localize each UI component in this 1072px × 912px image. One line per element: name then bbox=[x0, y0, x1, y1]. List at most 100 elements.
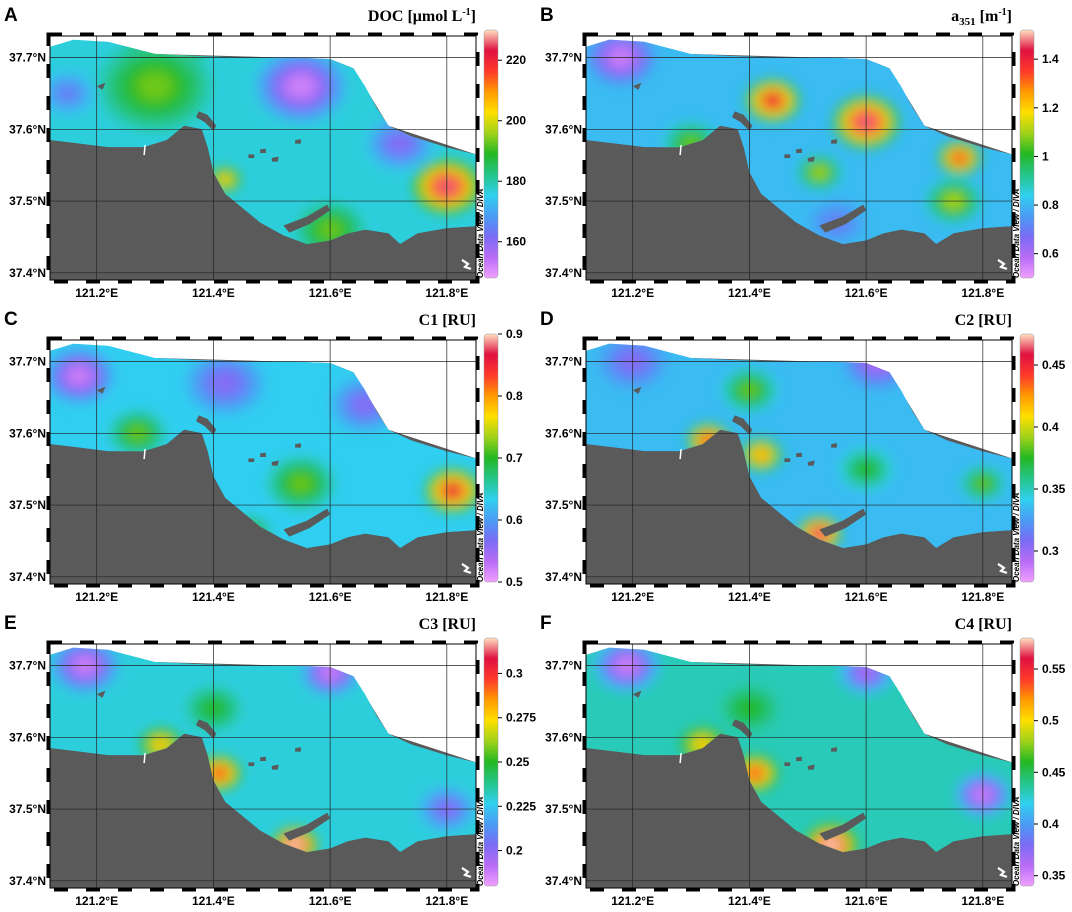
colorbar-tick-label: 0.7 bbox=[506, 451, 523, 465]
field-hotspot bbox=[212, 373, 238, 393]
plot-frame bbox=[585, 643, 1013, 889]
field-hotspot bbox=[290, 475, 312, 492]
panel-d: D C2 [RU] 121.2°E 121.4°E 121.6°E 121.8°E 37.4… bbox=[540, 309, 1066, 604]
colorbar-tick-label: 0.275 bbox=[506, 711, 536, 725]
y-tick-label: 37.7°N bbox=[9, 51, 46, 65]
x-tick-label: 121.6°E bbox=[309, 590, 352, 604]
river-mouth bbox=[461, 866, 472, 878]
y-tick-label: 37.6°N bbox=[545, 122, 582, 136]
island bbox=[96, 82, 106, 90]
field-hotspot bbox=[754, 449, 769, 461]
colorbar-tick-label: 0.45 bbox=[1042, 765, 1066, 779]
x-tick-label: 121.2°E bbox=[611, 894, 654, 908]
island bbox=[784, 762, 791, 766]
plot-frame bbox=[49, 643, 477, 889]
island bbox=[283, 204, 331, 233]
colorbar-tick-label: 180 bbox=[506, 174, 526, 188]
field-hotspot bbox=[286, 75, 315, 98]
empty-sea-area bbox=[50, 644, 476, 763]
island bbox=[731, 415, 753, 435]
river-mouth bbox=[461, 258, 472, 270]
colorbar-tick-label: 0.4 bbox=[1042, 817, 1059, 831]
x-tick-label: 121.6°E bbox=[845, 286, 888, 300]
colorbar-tick-label: 160 bbox=[506, 235, 526, 249]
colorbar-tick-label: 220 bbox=[506, 53, 526, 67]
y-tick-label: 37.6°N bbox=[545, 730, 582, 744]
plot-frame-dashes bbox=[582, 336, 1016, 588]
x-tick-label: 121.4°E bbox=[192, 286, 235, 300]
field-hotspot bbox=[153, 738, 168, 751]
field-base bbox=[50, 647, 476, 853]
plot-frame-dashes bbox=[582, 640, 1016, 892]
watermark: Ocean Data View / DIVA bbox=[1012, 796, 1021, 886]
y-tick-label: 37.4°N bbox=[9, 570, 46, 584]
colorbar-tick-label: 0.9 bbox=[506, 327, 523, 341]
river bbox=[143, 449, 146, 460]
panel-f: F C4 [RU] 121.2°E 121.4°E 121.6°E 121.8°E 37.4… bbox=[540, 613, 1066, 908]
colorbar bbox=[1019, 637, 1035, 887]
field-hotspot bbox=[68, 367, 90, 385]
panel-title: C1 [RU] bbox=[419, 312, 476, 329]
x-tick-label: 121.6°E bbox=[309, 894, 352, 908]
field-hotspot bbox=[812, 166, 827, 178]
field-hotspot bbox=[137, 72, 173, 101]
island bbox=[295, 443, 301, 448]
y-tick-label: 37.6°N bbox=[545, 426, 582, 440]
watermark: Ocean Data View / DIVA bbox=[1012, 492, 1021, 582]
x-tick-label: 121.8°E bbox=[425, 286, 468, 300]
x-tick-label: 121.4°E bbox=[728, 590, 771, 604]
island bbox=[819, 204, 867, 233]
colorbar-tick-label: 0.25 bbox=[506, 755, 530, 769]
colorbar-tick-label: 0.4 bbox=[1042, 420, 1059, 434]
colorbar-tick-label: 0.8 bbox=[506, 389, 523, 403]
colorbar-tick-label: 0.5 bbox=[506, 575, 523, 589]
field-hotspot bbox=[443, 483, 462, 498]
island bbox=[819, 508, 867, 537]
y-tick-label: 37.4°N bbox=[545, 874, 582, 888]
panel-title: DOC [μmol L-1] bbox=[368, 7, 476, 25]
watermark: Ocean Data View / DIVA bbox=[476, 492, 485, 582]
river bbox=[679, 145, 682, 156]
plot-frame-dashes bbox=[46, 336, 480, 588]
island bbox=[632, 82, 642, 90]
island bbox=[796, 452, 802, 457]
empty-sea-area bbox=[586, 340, 1012, 459]
field-hotspot bbox=[763, 93, 782, 108]
empty-sea-area bbox=[50, 36, 476, 155]
island bbox=[784, 458, 791, 462]
panel-title: C3 [RU] bbox=[419, 616, 476, 633]
plot-frame-dashes bbox=[46, 640, 480, 892]
island bbox=[283, 508, 331, 537]
colorbar-tick-label: 0.35 bbox=[1042, 869, 1066, 883]
island bbox=[271, 156, 279, 162]
island bbox=[248, 762, 255, 766]
island bbox=[271, 764, 279, 770]
colorbar-tick-label: 0.8 bbox=[1042, 198, 1059, 212]
empty-sea-area bbox=[586, 36, 1012, 155]
colorbar bbox=[483, 637, 499, 887]
y-tick-label: 37.5°N bbox=[545, 802, 582, 816]
island bbox=[831, 139, 837, 144]
colorbar bbox=[483, 333, 499, 583]
colorbar-tick-label: 200 bbox=[506, 114, 526, 128]
field-base bbox=[50, 343, 476, 549]
colorbar-tick-label: 1.4 bbox=[1042, 52, 1059, 66]
x-tick-label: 121.2°E bbox=[611, 590, 654, 604]
island bbox=[260, 756, 266, 761]
island bbox=[195, 415, 217, 435]
island bbox=[295, 139, 301, 144]
island bbox=[807, 156, 815, 162]
colorbar-tick-label: 0.6 bbox=[1042, 247, 1059, 261]
island bbox=[731, 111, 753, 131]
island bbox=[248, 458, 255, 462]
colorbar-tick-label: 0.45 bbox=[1042, 358, 1066, 372]
island bbox=[796, 148, 802, 153]
y-tick-label: 37.7°N bbox=[545, 51, 582, 65]
colorbar bbox=[1019, 333, 1035, 583]
y-tick-label: 37.4°N bbox=[9, 874, 46, 888]
colorbar-tick-label: 0.55 bbox=[1042, 662, 1066, 676]
x-tick-label: 121.2°E bbox=[75, 894, 118, 908]
island bbox=[248, 154, 255, 158]
island bbox=[195, 111, 217, 131]
